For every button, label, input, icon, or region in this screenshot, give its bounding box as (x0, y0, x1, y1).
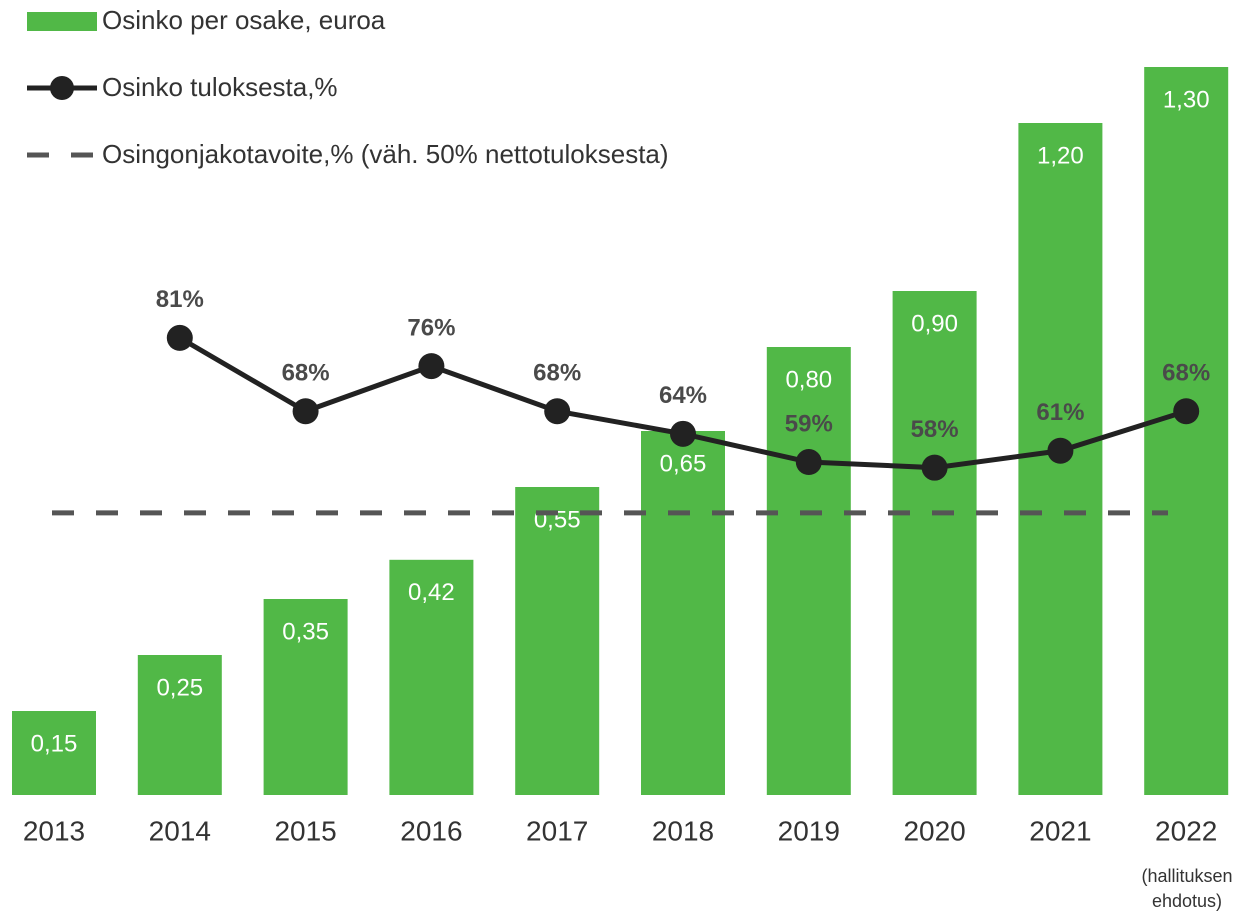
bar (12, 711, 96, 795)
line-value-label: 68% (282, 360, 330, 387)
line-value-label: 68% (1162, 360, 1210, 387)
bar (389, 559, 474, 795)
line-value-label: 58% (911, 416, 959, 443)
bar (641, 431, 725, 795)
bar-value-label: 0,42 (408, 579, 455, 606)
line-marker (1173, 398, 1200, 425)
bar-value-label: 0,80 (785, 366, 832, 393)
bar (137, 655, 222, 795)
x-tick-label: 2014 (149, 815, 211, 846)
line-marker (921, 454, 948, 481)
line-value-label: 76% (407, 314, 455, 341)
legend-label: Osinko per osake, euroa (102, 5, 386, 35)
bar-value-label: 0,90 (911, 310, 958, 337)
bar (766, 347, 851, 795)
line-marker (1047, 437, 1074, 464)
x-tick-label: 2013 (23, 815, 85, 846)
legend-swatch-marker (50, 76, 74, 100)
annotation: ehdotus) (1152, 891, 1222, 911)
x-tick-label: 2019 (778, 815, 840, 846)
bar-value-label: 0,25 (156, 674, 203, 701)
line-value-label: 59% (785, 410, 833, 437)
x-tick-label: 2021 (1029, 815, 1091, 846)
line-value-label: 64% (659, 382, 707, 409)
x-tick-label: 2020 (903, 815, 965, 846)
bar-value-label: 0,65 (660, 450, 707, 477)
bar-value-label: 1,20 (1037, 142, 1084, 169)
x-tick-label: 2022 (1155, 815, 1217, 846)
bar (892, 291, 977, 795)
x-tick-label: 2016 (400, 815, 462, 846)
line-marker (795, 449, 822, 476)
legend-label: Osingonjakotavoite,% (väh. 50% nettotulo… (102, 139, 669, 169)
line-marker (292, 398, 319, 425)
line-marker (670, 420, 696, 447)
bar (515, 487, 600, 795)
line-value-label: 81% (156, 286, 204, 313)
line-value-label: 68% (533, 360, 581, 387)
bar (263, 599, 348, 795)
bar-value-label: 0,35 (282, 618, 329, 645)
line-marker (418, 353, 445, 380)
line-marker (166, 324, 193, 351)
annotation: (hallituksen (1141, 866, 1232, 886)
bar-value-label: 1,30 (1163, 86, 1210, 113)
legend-swatch-bar (27, 12, 97, 31)
bar-value-label: 0,15 (31, 730, 78, 757)
x-tick-label: 2015 (274, 815, 336, 846)
line-marker (544, 398, 571, 425)
x-tick-label: 2018 (652, 815, 714, 846)
bar (1144, 67, 1229, 795)
x-tick-label: 2017 (526, 815, 588, 846)
legend-label: Osinko tuloksesta,% (102, 72, 338, 102)
line-value-label: 61% (1036, 399, 1084, 426)
